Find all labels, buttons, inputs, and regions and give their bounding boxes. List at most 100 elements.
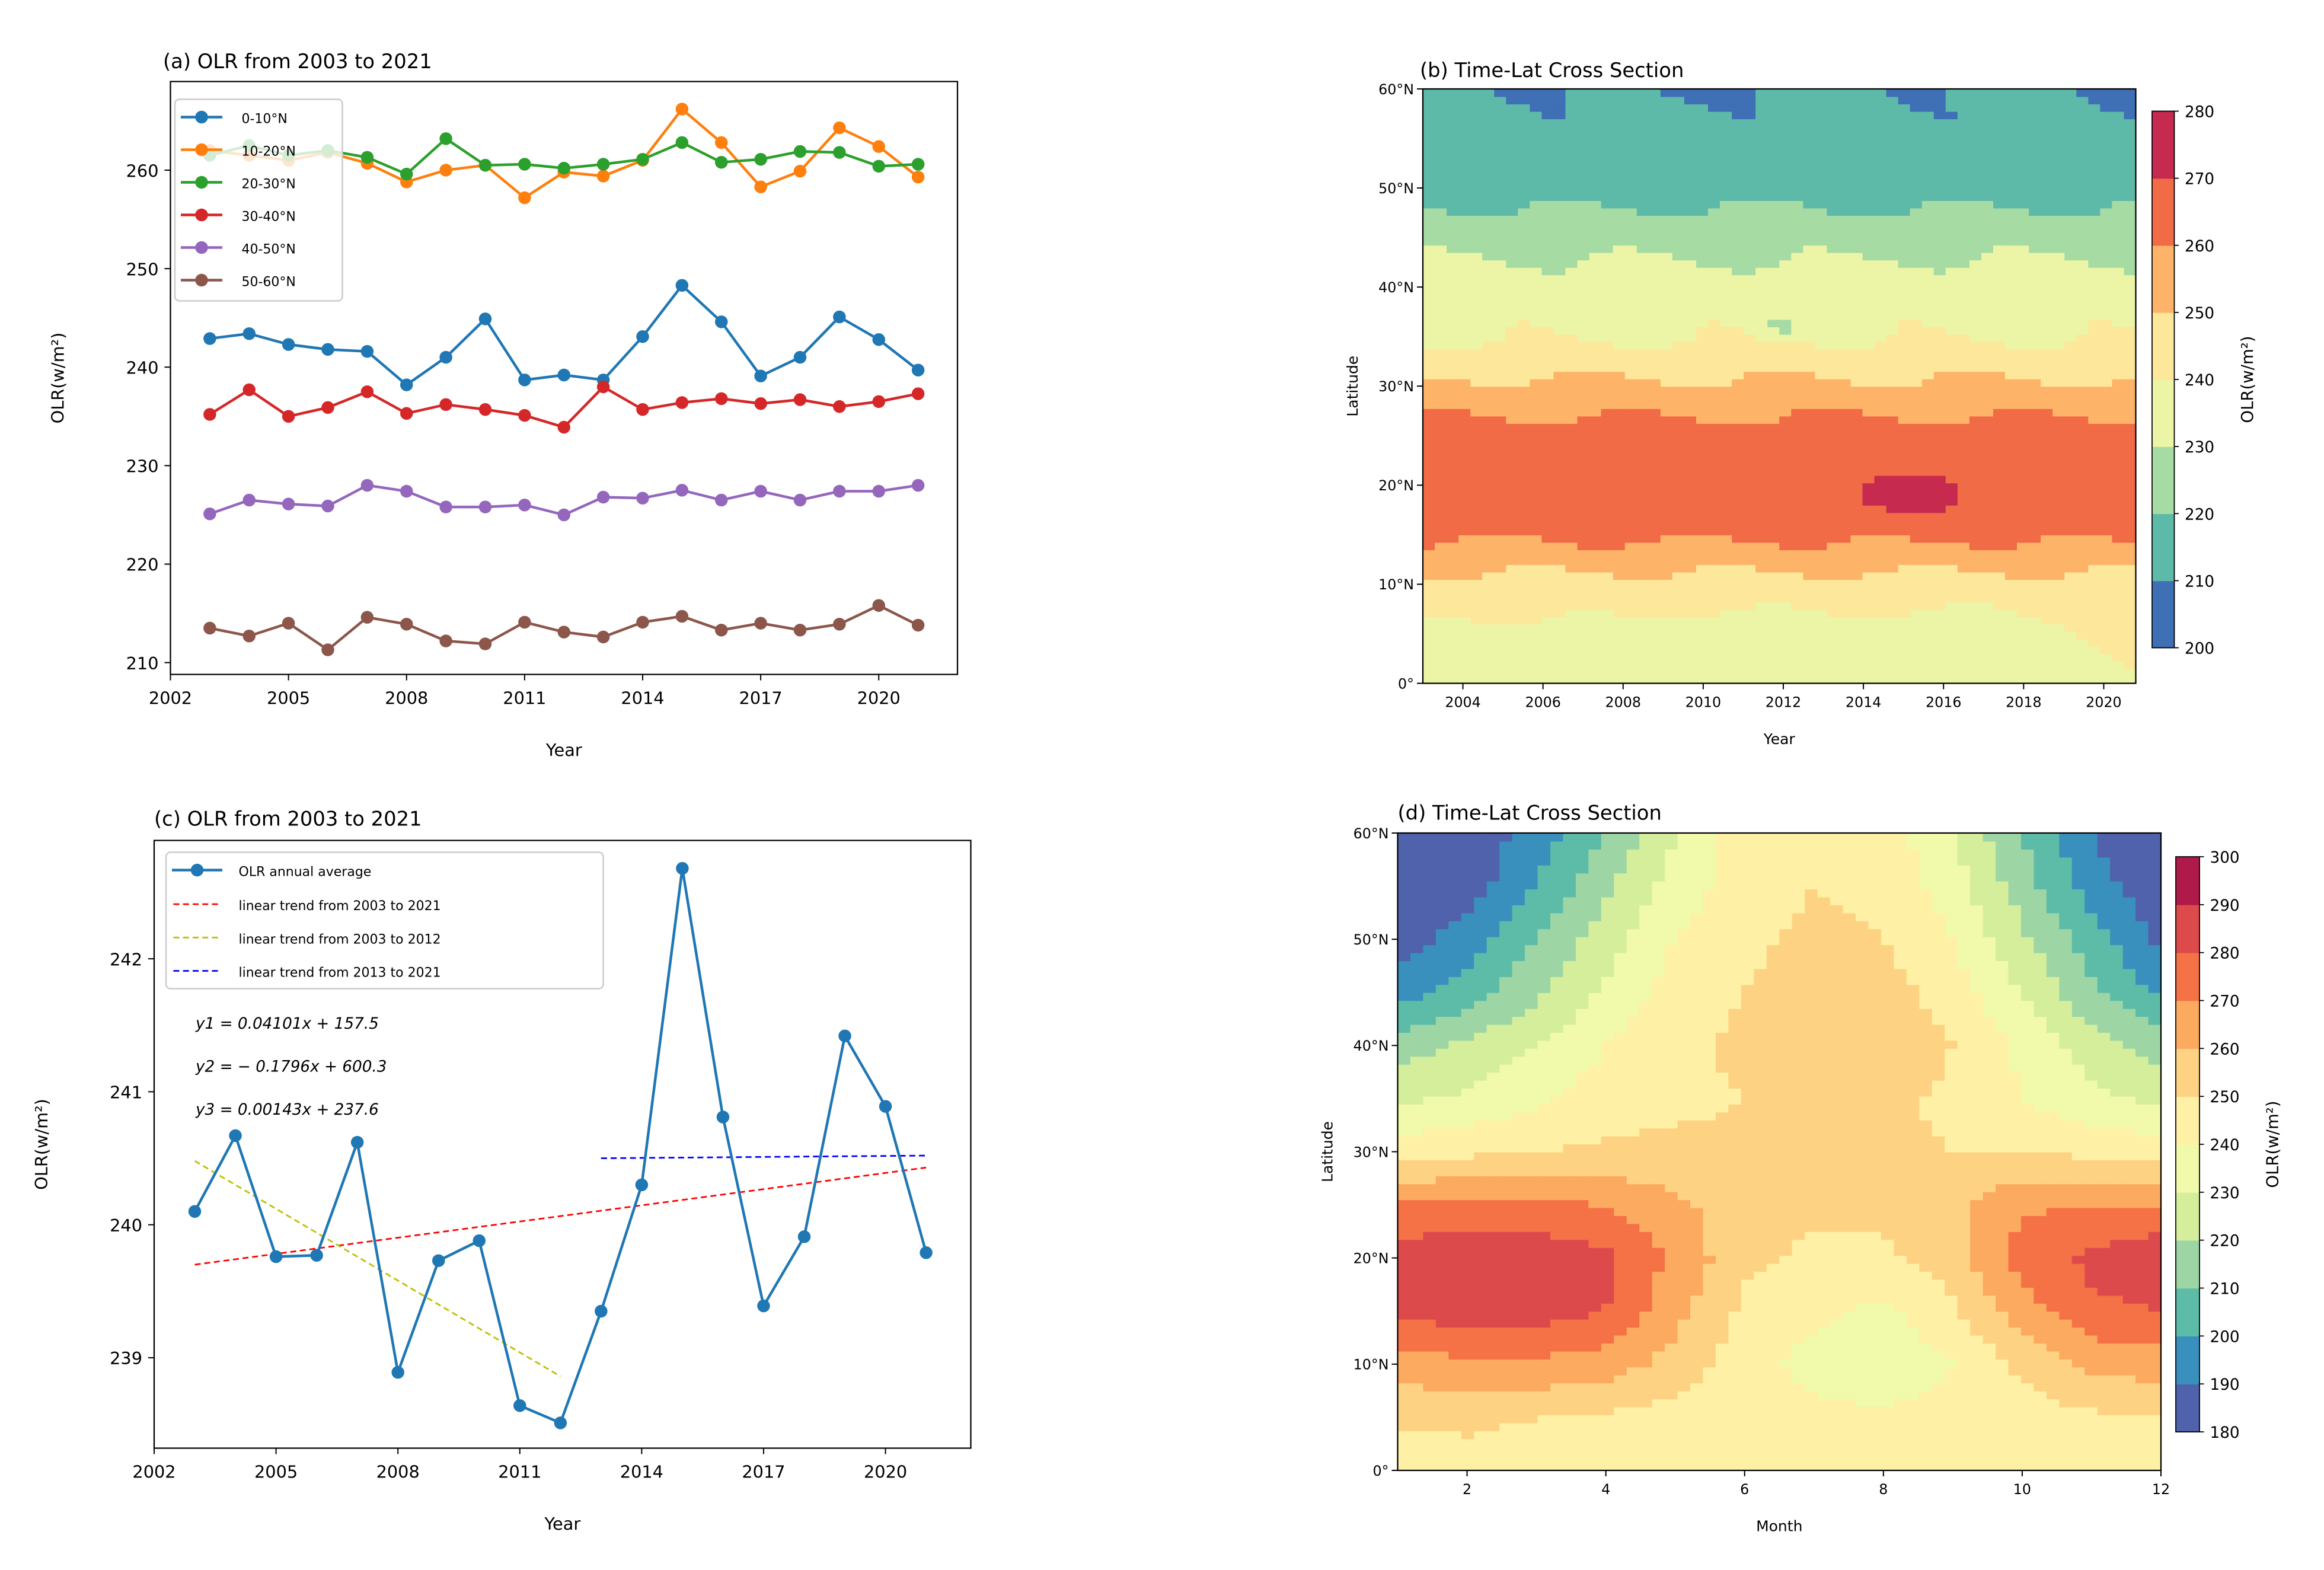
contour-cell — [1898, 564, 1911, 573]
contour-cell — [1838, 497, 1851, 506]
contour-cell — [1566, 163, 1578, 171]
contour-cell — [1886, 253, 1899, 261]
contour-cell — [1613, 550, 1626, 558]
contour-cell — [1922, 260, 1934, 268]
contour-cell — [1732, 245, 1744, 253]
contour-cell — [2005, 119, 2017, 127]
contour-cell — [1423, 312, 1435, 320]
contour-cell — [1470, 223, 1483, 231]
contour-cell — [1981, 535, 1994, 543]
contour-cell — [2064, 364, 2077, 372]
contour-cell — [1566, 297, 1578, 305]
contour-cell — [1589, 461, 1602, 469]
contour-cell — [1530, 446, 1542, 454]
contour-cell — [1530, 186, 1542, 194]
contour-cell — [1625, 178, 1637, 186]
contour-cell — [1613, 200, 1626, 209]
contour-cell — [2064, 512, 2077, 521]
contour-cell — [1530, 334, 1542, 343]
contour-cell — [1720, 416, 1732, 424]
contour-cell — [2005, 245, 2017, 253]
contour-cell — [1518, 111, 1530, 120]
contour-cell — [1720, 639, 1732, 647]
contour-cell — [1969, 163, 1982, 171]
contour-cell — [1922, 223, 1934, 231]
contour-cell — [1898, 304, 1911, 312]
contour-cell — [1470, 497, 1483, 506]
contour-cell — [1815, 401, 1827, 409]
contour-cell — [1530, 297, 1542, 305]
contour-cell — [1934, 297, 1946, 305]
contour-cell — [2064, 401, 2077, 409]
contour-cell — [2029, 215, 2041, 224]
contour-cell — [1838, 282, 1851, 291]
contour-cell — [1910, 438, 1923, 446]
contour-cell — [1541, 297, 1554, 305]
contour-cell — [1470, 297, 1483, 305]
contour-cell — [2088, 468, 2100, 476]
contour-cell — [1661, 148, 1673, 157]
contour-cell — [1875, 401, 1887, 409]
contour-cell — [1708, 394, 1720, 402]
contour-cell — [1969, 512, 1982, 521]
contour-cell — [2017, 490, 2029, 499]
contour-cell — [1613, 602, 1626, 610]
contour-cell — [1566, 304, 1578, 312]
contour-cell — [1946, 148, 1958, 157]
contour-cell — [2124, 527, 2136, 535]
contour-cell — [2076, 497, 2089, 506]
contour-cell — [1803, 267, 1815, 276]
contour-cell — [1613, 208, 1626, 216]
contour-cell — [1815, 349, 1827, 358]
contour-cell — [1613, 646, 1626, 655]
contour-cell — [1684, 579, 1697, 588]
data-point — [597, 170, 610, 183]
contour-cell — [1981, 342, 1994, 350]
contour-cell — [1696, 289, 1709, 298]
contour-cell — [1625, 193, 1637, 201]
contour-cell — [1827, 178, 1839, 186]
contour-cell — [1684, 208, 1697, 216]
contour-cell — [1684, 557, 1697, 565]
contour-cell — [2100, 193, 2112, 201]
contour-cell — [1827, 617, 1839, 625]
contour-cell — [1779, 342, 1792, 350]
contour-cell — [1875, 646, 1887, 655]
contour-cell — [1815, 446, 1827, 454]
contour-cell — [2029, 423, 2041, 432]
contour-cell — [1791, 371, 1803, 379]
contour-cell — [1815, 572, 1827, 580]
contour-cell — [1791, 133, 1803, 142]
contour-cell — [1803, 334, 1815, 343]
contour-cell — [2017, 631, 2029, 640]
contour-cell — [1863, 461, 1875, 469]
contour-cell — [1898, 527, 1911, 535]
contour-cell — [1981, 356, 1994, 365]
contour-cell — [1993, 193, 2006, 201]
contour-cell — [1755, 520, 1768, 528]
contour-cell — [2052, 423, 2065, 432]
contour-cell — [2017, 148, 2029, 157]
contour-cell — [1566, 312, 1578, 320]
contour-cell — [1875, 602, 1887, 610]
contour-cell — [1863, 409, 1875, 417]
contour-cell — [1791, 602, 1803, 610]
contour-cell — [1684, 594, 1697, 602]
contour-cell — [2076, 111, 2089, 120]
contour-cell — [1470, 631, 1483, 640]
contour-cell — [2064, 215, 2077, 224]
contour-cell — [1435, 594, 1447, 602]
contour-cell — [2064, 356, 2077, 365]
contour-cell — [2017, 587, 2029, 595]
contour-cell — [1851, 327, 1863, 335]
contour-cell — [1494, 468, 1506, 476]
contour-cell — [1803, 253, 1815, 261]
contour-cell — [1969, 148, 1982, 157]
contour-cell — [1566, 349, 1578, 358]
contour-cell — [1435, 639, 1447, 647]
contour-cell — [2088, 178, 2100, 186]
contour-cell — [1649, 661, 1661, 669]
contour-cell — [2041, 468, 2053, 476]
contour-cell — [1767, 245, 1780, 253]
contour-cell — [1470, 476, 1483, 484]
